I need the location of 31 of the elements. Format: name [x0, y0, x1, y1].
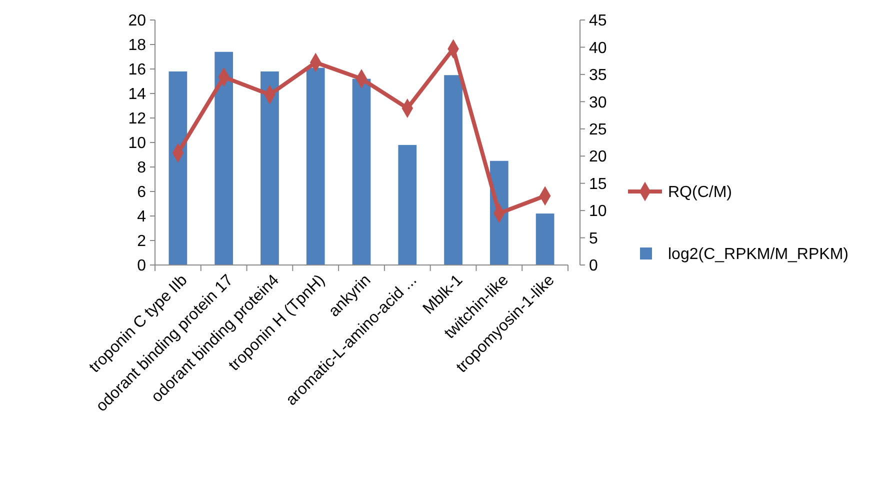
legend-label: RQ(C/M) [668, 184, 732, 202]
bar [536, 214, 554, 265]
bar [260, 71, 279, 265]
y-tick-label: 16 [128, 62, 146, 79]
y2-tick-label: 5 [589, 230, 598, 248]
bar [352, 78, 371, 265]
bar [398, 144, 417, 265]
y2-tick-label: 30 [589, 94, 607, 112]
legend-label: log2(C_RPKM/M_RPKM) [668, 246, 848, 264]
y-tick-label: 2 [137, 233, 146, 250]
y-tick-label: 14 [128, 86, 146, 104]
y-tick-label: 8 [137, 160, 146, 177]
y2-tick-label: 15 [589, 176, 607, 193]
y-tick-label: 18 [128, 37, 146, 54]
y-tick-label: 20 [128, 12, 146, 30]
y2-tick-label: 20 [589, 148, 607, 166]
y2-tick-label: 0 [589, 258, 598, 275]
bar [168, 71, 188, 265]
y-tick-label: 4 [137, 208, 146, 226]
y2-tick-label: 35 [589, 67, 607, 84]
y2-tick-label: 45 [589, 12, 607, 30]
bar [444, 75, 462, 265]
y-tick-label: 6 [137, 184, 146, 202]
y2-tick-label: 10 [589, 203, 607, 220]
y-tick-label: 12 [128, 110, 146, 128]
bar [214, 52, 234, 265]
y2-tick-label: 25 [589, 121, 607, 138]
y2-tick-label: 40 [589, 40, 607, 57]
y-tick-label: 0 [137, 258, 146, 275]
y-tick-label: 10 [128, 135, 146, 152]
bar [306, 68, 325, 265]
